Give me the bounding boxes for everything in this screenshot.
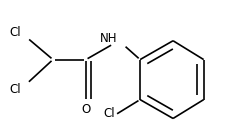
Text: Cl: Cl	[103, 107, 115, 120]
Text: Cl: Cl	[9, 26, 21, 39]
Text: NH: NH	[100, 32, 117, 45]
Text: Cl: Cl	[9, 83, 21, 95]
Text: O: O	[81, 103, 90, 116]
